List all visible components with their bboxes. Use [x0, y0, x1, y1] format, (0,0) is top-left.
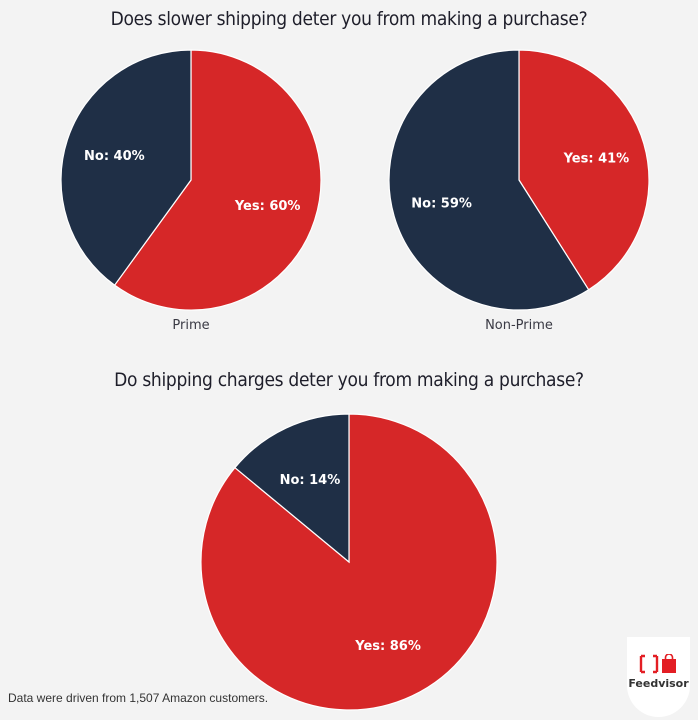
slice-label-no: No: 40% — [84, 149, 145, 164]
feedvisor-logo: Feedvisor — [627, 637, 690, 717]
pie-chart-shipping-charges: Yes: 86% No: 14% — [200, 413, 498, 711]
pie-slice-no — [388, 49, 590, 311]
pie-caption-non-prime: Non-Prime — [485, 318, 553, 333]
pie-chart-prime: Yes: 60% No: 40% — [60, 49, 322, 311]
pie-slice-no — [60, 49, 192, 287]
logo-brand-text: Feedvisor — [628, 677, 689, 690]
chart-title-shipping-charges: Do shipping charges deter you from makin… — [114, 369, 584, 391]
slice-label-yes: Yes: 60% — [234, 199, 301, 214]
slice-label-no: No: 14% — [280, 473, 341, 488]
chart-title-slower-shipping: Does slower shipping deter you from maki… — [110, 8, 588, 30]
slice-label-no: No: 59% — [411, 196, 472, 211]
shopping-bag-icon — [639, 654, 676, 674]
pie-slice-yes — [113, 49, 322, 311]
slice-label-yes: Yes: 86% — [354, 639, 421, 654]
pie-slice-no — [234, 413, 350, 564]
slice-label-yes: Yes: 41% — [563, 152, 630, 167]
pie-slice-yes — [518, 49, 650, 291]
pie-chart-non-prime: Yes: 41% No: 59% — [388, 49, 650, 311]
pie-caption-prime: Prime — [172, 318, 210, 333]
footnote: Data were driven from 1,507 Amazon custo… — [8, 691, 269, 705]
